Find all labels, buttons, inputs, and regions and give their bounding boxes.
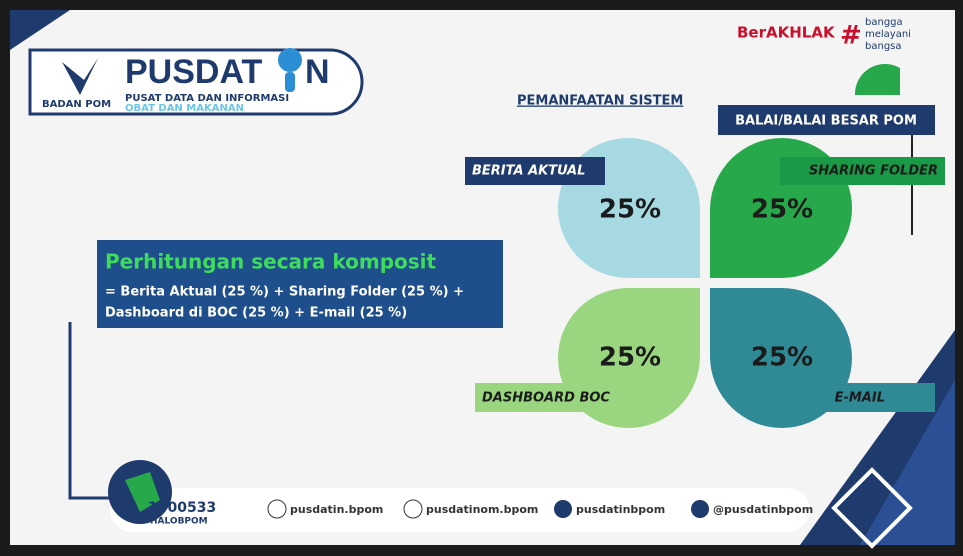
petal-label: BERITA AKTUAL: [472, 164, 585, 179]
slide: BADAN POM PUSDAT N PUSAT DATA DAN INFORM…: [0, 0, 963, 552]
formula-title: Perhitungan secara komposit: [105, 250, 437, 274]
petal-value: 25%: [599, 343, 661, 373]
social-icon: [691, 500, 709, 518]
social: @pusdatinbpom: [713, 503, 813, 516]
berakhlak-word: bangsa: [865, 41, 902, 52]
pusdatin-end: N: [305, 53, 330, 91]
robot: [285, 72, 295, 92]
hash: #: [840, 21, 862, 51]
berakhlak-word: bangga: [865, 17, 903, 28]
petal-label: SHARING FOLDER: [809, 164, 938, 179]
petal-label: E-MAIL: [835, 391, 885, 406]
social: pusdatin.bpom: [290, 503, 383, 516]
petal-value: 25%: [751, 195, 813, 225]
logo-line: OBAT DAN MAKANAN: [125, 103, 244, 114]
social: pusdatinom.bpom: [426, 503, 538, 516]
social: pusdatinbpom: [576, 503, 665, 516]
phone: 1500533: [148, 500, 216, 516]
halo: HALOBPOM: [150, 517, 208, 527]
petal-label: DASHBOARD BOC: [482, 391, 610, 406]
petal-value: 25%: [599, 195, 661, 225]
section-title: PEMANFAATAN SISTEM: [517, 94, 683, 109]
page: BADAN POM PUSDAT N PUSAT DATA DAN INFORM…: [0, 0, 963, 552]
berakhlak: BerAKHLAK: [737, 24, 836, 42]
formula-line: = Berita Aktual (25 %) + Sharing Folder …: [105, 285, 464, 300]
agency: BADAN POM: [42, 99, 111, 110]
unit: BALAI/BALAI BESAR POM: [735, 114, 917, 129]
robot: [278, 48, 302, 72]
petal-value: 25%: [751, 343, 813, 373]
pusdatin-start: PUSDAT: [125, 53, 262, 91]
berakhlak-word: melayani: [865, 29, 911, 40]
formula-line: Dashboard di BOC (25 %) + E-mail (25 %): [105, 306, 407, 321]
social-icon: [554, 500, 572, 518]
